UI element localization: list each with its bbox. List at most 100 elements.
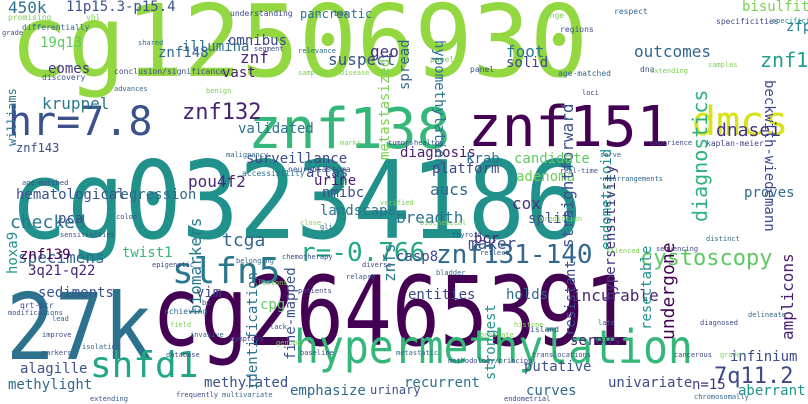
word-endometrial: frequently bbox=[176, 391, 219, 399]
word-translocations: metastatic bbox=[396, 349, 439, 357]
word-lesions: chemotherapy bbox=[282, 253, 333, 261]
word-colon: real-time bbox=[560, 167, 598, 175]
word-range: specificities bbox=[716, 17, 779, 26]
word-hr-7-8: hr=7.8 bbox=[8, 99, 153, 145]
word-adenoma: adenoma bbox=[516, 169, 576, 185]
word-platform: platform bbox=[432, 161, 500, 177]
word-breadth: breadth bbox=[396, 208, 464, 227]
word-histone: translocations bbox=[532, 351, 592, 359]
word-urine: urine bbox=[314, 173, 357, 189]
word-rearrangements: experience bbox=[650, 139, 693, 147]
word-hypermethylation: hypermethylation bbox=[294, 320, 693, 374]
word-lead: lack bbox=[270, 323, 287, 331]
word-identification: identification bbox=[245, 271, 261, 390]
word-epigenetic: sensitivities bbox=[60, 231, 115, 239]
word-tcga: tcga bbox=[222, 230, 266, 251]
word-chemotherapy: bladder bbox=[436, 269, 466, 277]
word-straightforward: straightforward bbox=[558, 103, 577, 249]
word-proves: proves bbox=[744, 185, 795, 201]
word-znf: znf bbox=[240, 48, 269, 67]
word-serve: tumors bbox=[388, 139, 414, 147]
word-alagille: alagille bbox=[20, 361, 88, 377]
word-prostate: methodology/principal bbox=[448, 357, 537, 365]
word-bisulfite: bisulfite bbox=[742, 0, 808, 15]
word-database: markers bbox=[42, 349, 72, 357]
word-split: split bbox=[528, 211, 571, 227]
word-3q21-q22: 3q21-q22 bbox=[28, 263, 96, 279]
word-aberrant: aberrant bbox=[738, 383, 806, 399]
word-diverse: distinct bbox=[706, 235, 740, 243]
word-dna: dna bbox=[640, 65, 655, 74]
word-lack: invasive bbox=[190, 331, 224, 339]
word-serous: serous bbox=[570, 333, 621, 349]
word-regions: panel bbox=[430, 55, 455, 64]
word-accessibility: accessibility bbox=[242, 169, 305, 178]
word-malignancy: age-matched bbox=[22, 179, 69, 187]
word-thyroid: biochemical bbox=[420, 219, 467, 227]
word-qrt-pcr: qrt-pcr bbox=[20, 301, 54, 310]
word-znf151: znf151 bbox=[468, 95, 671, 160]
word-pancreatic: range bbox=[540, 11, 565, 20]
word-improve: genome bbox=[276, 339, 302, 347]
word-negatively: vhl bbox=[86, 13, 101, 22]
word-discovery: conclusion/significance bbox=[114, 67, 225, 76]
word-candidate: candidate bbox=[514, 151, 590, 167]
word-validated: validated bbox=[238, 121, 314, 137]
word-diagnosis: diagnosis bbox=[400, 145, 476, 161]
word-znf139: znf139 bbox=[20, 247, 71, 263]
word-segment: relevance bbox=[298, 47, 336, 55]
word-invasive: bp bbox=[202, 299, 211, 307]
word-znf131-140: znf131-140 bbox=[436, 240, 593, 270]
word-zfp28: zfp28 bbox=[786, 19, 808, 35]
word-genome: symptoms bbox=[230, 335, 264, 343]
word-omnibus: omnibus bbox=[228, 33, 288, 49]
word-island: resistant bbox=[563, 260, 579, 336]
word-univariate: univariate bbox=[608, 375, 693, 391]
word-hematological: hematological bbox=[16, 187, 126, 203]
word-neuroblastoma: neuroblastoma bbox=[288, 165, 351, 174]
word-grade: delineate bbox=[748, 311, 786, 319]
word-relevance: disease bbox=[340, 69, 370, 77]
word-box: respect bbox=[614, 7, 648, 16]
word-delineate: island bbox=[530, 325, 559, 334]
word-chromosomally: multivariate bbox=[222, 391, 273, 399]
word-differentially: discovery bbox=[42, 73, 86, 82]
word-reflect: sequencing bbox=[656, 245, 699, 253]
word-slfn5: slfn5 bbox=[172, 251, 281, 292]
word-eomes: eomes bbox=[48, 61, 91, 77]
word-r-0-766: r=-0.766 bbox=[300, 238, 426, 268]
word-healthy: marks bbox=[340, 139, 362, 147]
word-relapse: patients bbox=[298, 287, 332, 295]
word-modifications: silenced bbox=[606, 247, 640, 255]
word-surveillance: surveillance bbox=[246, 151, 348, 167]
word-sequencing: thyroid bbox=[452, 231, 482, 239]
word-undergone: undergone bbox=[658, 242, 679, 340]
word-diagnostics: diagnostics bbox=[688, 89, 712, 222]
word-vim: vim bbox=[196, 285, 222, 301]
word-cystoscopy: cystoscopy bbox=[640, 246, 773, 271]
word-specificities: differentially bbox=[22, 23, 90, 32]
word-histology: grade bbox=[2, 29, 24, 37]
word-resectable: resectable bbox=[639, 245, 655, 330]
word-7q11-2: 7q11.2 bbox=[714, 364, 794, 389]
word-kruppel: kruppel bbox=[42, 94, 110, 113]
word-diagnosed: late bbox=[598, 319, 615, 327]
word-emphasize: emphasize bbox=[290, 383, 366, 399]
word-znf133: znf133 bbox=[760, 48, 808, 72]
word-regression: regression bbox=[112, 187, 197, 203]
word-verified: gli bbox=[320, 223, 333, 231]
word-kaplan-meier: kaplan-meier bbox=[706, 139, 764, 148]
word-beckwith-wiedemann: beckwith-wiedemann bbox=[761, 80, 777, 232]
word-27k: 27k bbox=[6, 274, 153, 381]
word-methylated: methylated bbox=[204, 375, 289, 391]
word-extending: cancerous bbox=[674, 351, 712, 359]
word-loci: endometrial bbox=[504, 395, 551, 403]
word-incurable: incurable bbox=[572, 286, 659, 305]
word-nmibc: nmibc bbox=[322, 185, 365, 201]
word-sensitivities: rearrangements bbox=[604, 175, 664, 183]
word-shared: segment bbox=[254, 45, 284, 53]
word-infinium: infinium bbox=[730, 349, 798, 365]
word-holds: holds bbox=[506, 287, 549, 303]
word-checked: checked bbox=[10, 212, 86, 233]
